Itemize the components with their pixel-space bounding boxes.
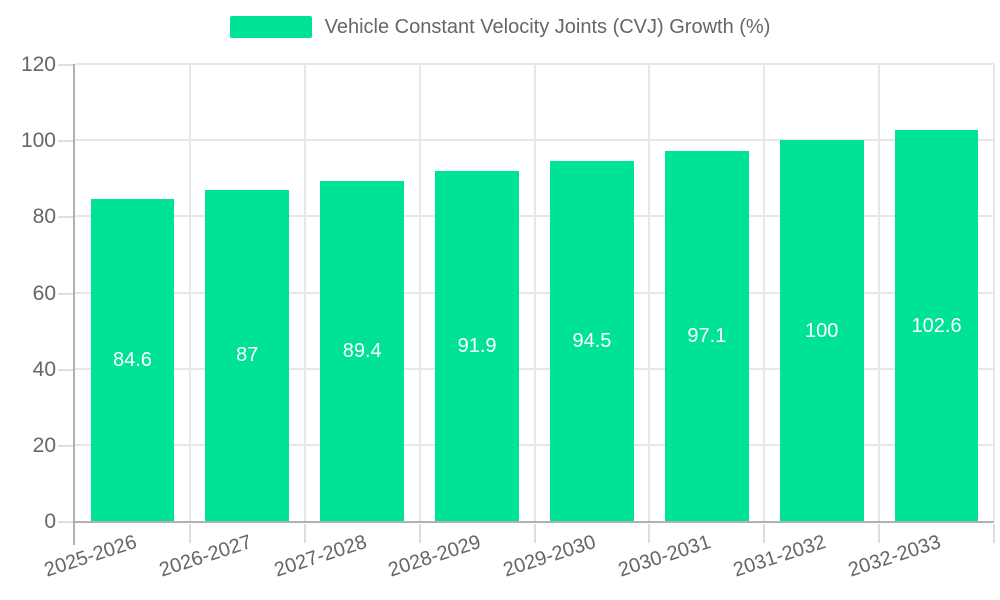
x-axis-tick-mark bbox=[993, 524, 995, 543]
x-axis-category-label-text: 2028-2029 bbox=[386, 531, 484, 582]
bar-value-label: 102.6 bbox=[911, 314, 962, 337]
bar[interactable]: 100 bbox=[779, 140, 864, 521]
x-axis-category-label-text: 2032-2033 bbox=[845, 531, 944, 582]
x-axis-category-label-text: 2029-2030 bbox=[500, 531, 599, 582]
y-axis-tick-label: 0 bbox=[44, 510, 56, 533]
x-axis-category-label-text: 2026-2027 bbox=[156, 531, 255, 582]
y-axis-extension bbox=[73, 523, 75, 545]
y-axis-tick-label: 40 bbox=[32, 357, 56, 381]
y-axis-tick-mark bbox=[58, 521, 73, 523]
y-axis-tick-mark bbox=[58, 140, 73, 143]
y-axis-tick-mark bbox=[58, 368, 73, 371]
plot-area: 84.6 87 89.4 91.9 94.5 97.1 100 102.6 bbox=[73, 63, 995, 523]
y-axis-tick-mark bbox=[58, 292, 73, 295]
x-axis-category-label-text: 2025-2026 bbox=[41, 531, 140, 582]
x-gridline bbox=[878, 64, 881, 521]
y-axis-tick-label: 80 bbox=[32, 205, 56, 229]
x-axis-category-label-text: 2027-2028 bbox=[271, 531, 369, 582]
y-axis-tick-mark bbox=[58, 444, 73, 447]
x-axis-tick-mark bbox=[418, 524, 421, 543]
bar-value-label: 91.9 bbox=[457, 335, 497, 357]
legend-swatch[interactable] bbox=[229, 16, 312, 38]
bar[interactable]: 102.6 bbox=[894, 130, 979, 521]
bar[interactable]: 94.5 bbox=[550, 161, 634, 521]
y-axis-tick-label: 120 bbox=[20, 53, 56, 76]
y-axis-tick-label: 60 bbox=[32, 281, 56, 305]
bar[interactable]: 84.6 bbox=[90, 198, 175, 521]
bar-value-label: 100 bbox=[804, 319, 839, 342]
bar[interactable]: 97.1 bbox=[664, 151, 749, 521]
x-gridline bbox=[993, 64, 995, 521]
x-gridline bbox=[188, 64, 191, 521]
x-gridline bbox=[533, 64, 536, 521]
x-gridline bbox=[418, 64, 421, 521]
bar-value-label: 97.1 bbox=[687, 325, 727, 348]
bar[interactable]: 89.4 bbox=[320, 180, 405, 521]
x-gridline bbox=[303, 64, 306, 521]
x-axis-tick-mark bbox=[303, 524, 306, 543]
x-gridline bbox=[763, 64, 766, 521]
bar[interactable]: 91.9 bbox=[435, 171, 519, 521]
bar[interactable]: 87 bbox=[205, 189, 290, 521]
legend-label: Vehicle Constant Velocity Joints (CVJ) G… bbox=[324, 16, 771, 38]
x-axis-category-label-text: 2031-2032 bbox=[730, 531, 829, 582]
x-axis-tick-mark bbox=[648, 524, 651, 543]
y-axis-tick-mark bbox=[58, 64, 73, 66]
bar-value-label: 84.6 bbox=[112, 348, 152, 371]
x-axis-tick-mark bbox=[763, 524, 766, 543]
y-axis-tick-mark bbox=[58, 216, 73, 219]
x-axis-tick-mark bbox=[878, 524, 881, 543]
x-axis-tick-mark bbox=[533, 524, 536, 543]
y-axis-tick-label: 100 bbox=[20, 129, 56, 153]
bar-value-label: 94.5 bbox=[572, 330, 612, 353]
bar-value-label: 87 bbox=[236, 344, 259, 367]
legend[interactable]: Vehicle Constant Velocity Joints (CVJ) G… bbox=[0, 16, 1000, 38]
x-gridline bbox=[648, 64, 651, 521]
y-axis-tick-label: 20 bbox=[32, 433, 56, 457]
x-axis-category-label-text: 2030-2031 bbox=[615, 531, 714, 582]
x-axis-tick-mark bbox=[188, 524, 191, 543]
bar-value-label: 89.4 bbox=[342, 339, 382, 362]
